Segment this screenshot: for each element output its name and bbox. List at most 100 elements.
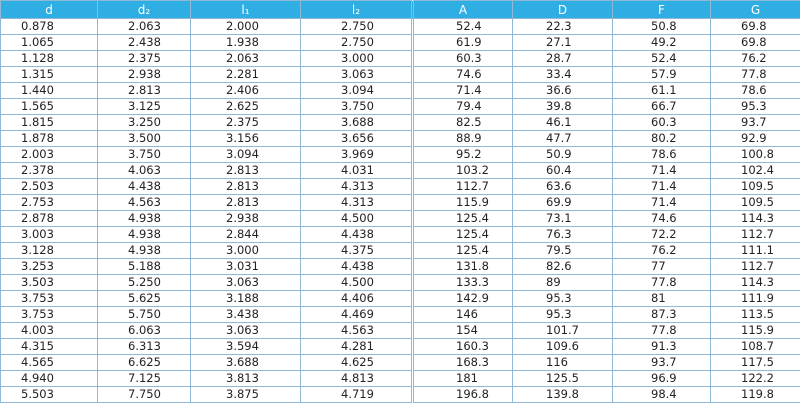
table-cell: 4.500 — [301, 275, 413, 291]
table-cell: 82.6 — [513, 259, 613, 275]
table-cell: 4.719 — [301, 387, 413, 403]
table-cell: 109.5 — [711, 195, 800, 211]
table-cell: 125.4 — [413, 211, 513, 227]
table-cell: 4.281 — [301, 339, 413, 355]
table-cell: 4.438 — [98, 179, 191, 195]
table-cell: 196.8 — [413, 387, 513, 403]
table-cell: 6.625 — [98, 355, 191, 371]
column-header: d — [1, 1, 98, 19]
table-cell: 2.000 — [191, 19, 301, 35]
table-cell: 95.2 — [413, 147, 513, 163]
table-cell: 116 — [513, 355, 613, 371]
table-cell: 125.4 — [413, 243, 513, 259]
table-cell: 2.938 — [98, 67, 191, 83]
column-header: A — [413, 1, 513, 19]
table-cell: 5.625 — [98, 291, 191, 307]
table-cell: 69.8 — [711, 19, 800, 35]
table-cell: 2.378 — [1, 163, 98, 179]
table-cell: 2.750 — [301, 19, 413, 35]
table-cell: 0.878 — [1, 19, 98, 35]
table-cell: 95.3 — [513, 291, 613, 307]
table-cell: 4.938 — [98, 243, 191, 259]
table-cell: 1.128 — [1, 51, 98, 67]
table-cell: 3.000 — [301, 51, 413, 67]
table-cell: 6.313 — [98, 339, 191, 355]
table-cell: 7.125 — [98, 371, 191, 387]
table-cell: 69.9 — [513, 195, 613, 211]
table-cell: 93.7 — [711, 115, 800, 131]
table-cell: 113.5 — [711, 307, 800, 323]
table-cell: 81 — [613, 291, 711, 307]
table-cell: 142.9 — [413, 291, 513, 307]
table-cell: 4.438 — [301, 227, 413, 243]
table-cell: 3.094 — [191, 147, 301, 163]
table-cell: 3.503 — [1, 275, 98, 291]
table-cell: 1.065 — [1, 35, 98, 51]
table-cell: 117.5 — [711, 355, 800, 371]
table-cell: 4.625 — [301, 355, 413, 371]
table-cell: 61.9 — [413, 35, 513, 51]
table-cell: 102.4 — [711, 163, 800, 179]
table-cell: 112.7 — [711, 227, 800, 243]
table-cell: 1.440 — [1, 83, 98, 99]
table-cell: 4.500 — [301, 211, 413, 227]
table-cell: 3.438 — [191, 307, 301, 323]
table-cell: 88.9 — [413, 131, 513, 147]
table-cell: 3.594 — [191, 339, 301, 355]
table-cell: 1.878 — [1, 131, 98, 147]
table-cell: 91.3 — [613, 339, 711, 355]
table-cell: 2.625 — [191, 99, 301, 115]
table-cell: 5.503 — [1, 387, 98, 403]
table-cell: 1.565 — [1, 99, 98, 115]
table-cell: 4.813 — [301, 371, 413, 387]
table-cell: 3.003 — [1, 227, 98, 243]
table-cell: 2.438 — [98, 35, 191, 51]
table-cell: 39.8 — [513, 99, 613, 115]
table-cell: 108.7 — [711, 339, 800, 355]
table-cell: 4.313 — [301, 195, 413, 211]
table-cell: 2.844 — [191, 227, 301, 243]
table-cell: 28.7 — [513, 51, 613, 67]
table-cell: 46.1 — [513, 115, 613, 131]
table-cell: 4.003 — [1, 323, 98, 339]
table-cell: 1.938 — [191, 35, 301, 51]
table-cell: 2.063 — [98, 19, 191, 35]
table-cell: 3.156 — [191, 131, 301, 147]
table-cell: 160.3 — [413, 339, 513, 355]
table-cell: 4.565 — [1, 355, 98, 371]
table-cell: 61.1 — [613, 83, 711, 99]
table-cell: 103.2 — [413, 163, 513, 179]
table-cell: 3.031 — [191, 259, 301, 275]
table-cell: 3.813 — [191, 371, 301, 387]
table-cell: 2.878 — [1, 211, 98, 227]
table-cell: 2.063 — [191, 51, 301, 67]
table-cell: 112.7 — [413, 179, 513, 195]
table-cell: 96.9 — [613, 371, 711, 387]
table-cell: 3.188 — [191, 291, 301, 307]
table-cell: 114.3 — [711, 211, 800, 227]
table-cell: 71.4 — [613, 195, 711, 211]
table-cell: 57.9 — [613, 67, 711, 83]
column-header: D — [513, 1, 613, 19]
table-cell: 4.938 — [98, 227, 191, 243]
table-cell: 4.563 — [301, 323, 413, 339]
table-cell: 115.9 — [711, 323, 800, 339]
table-cell: 3.656 — [301, 131, 413, 147]
table-cell: 76.3 — [513, 227, 613, 243]
table-cell: 76.2 — [613, 243, 711, 259]
table-cell: 4.063 — [98, 163, 191, 179]
